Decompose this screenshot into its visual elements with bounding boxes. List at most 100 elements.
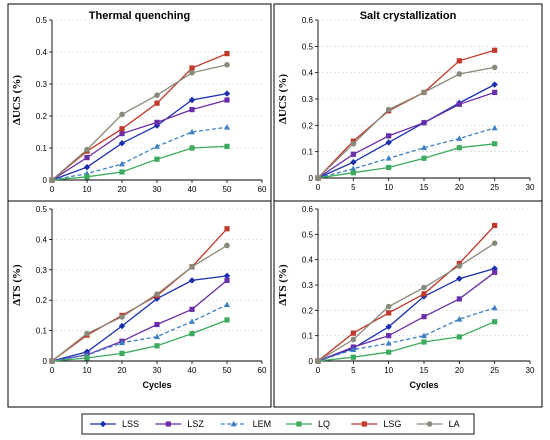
data-point-la [491, 240, 498, 246]
panel-title: Salt crystallization [360, 10, 457, 22]
series-line-la [317, 242, 496, 362]
data-point-lem [224, 124, 230, 130]
legend-marker-lsz [165, 421, 171, 427]
data-point-lsg [224, 226, 230, 232]
x-tick-label: 50 [223, 366, 232, 375]
data-point-lem [224, 301, 230, 308]
data-point-lem [385, 155, 392, 161]
data-point-lq [456, 145, 462, 151]
data-point-lem [421, 144, 427, 151]
series-line-lsz [317, 271, 496, 362]
data-point-la [154, 291, 160, 297]
series-line-lq [317, 143, 495, 179]
x-tick-label: 0 [50, 366, 55, 375]
y-tick-label: 0.3 [36, 80, 48, 89]
x-tick-label: 60 [258, 185, 267, 194]
x-tick-label: 5 [351, 366, 356, 375]
data-point-lq [386, 164, 392, 171]
x-tick-label: 25 [490, 183, 499, 192]
data-point-lq [492, 141, 498, 147]
data-point-lsg [492, 47, 498, 53]
y-tick-label: 0.4 [36, 235, 48, 244]
data-point-lq [84, 174, 90, 180]
data-point-lq [350, 170, 356, 176]
data-point-lq [154, 343, 160, 349]
y-tick-label: 0.3 [302, 95, 314, 104]
legend-label-lsz: LSZ [187, 419, 204, 429]
data-point-lsz [456, 101, 462, 107]
x-tick-label: 15 [420, 183, 429, 192]
data-point-lss [118, 322, 126, 330]
data-point-lq [224, 143, 230, 149]
data-point-lsg [350, 330, 356, 336]
data-point-la [315, 175, 321, 181]
data-point-la [421, 89, 427, 96]
series-line-lsg [51, 52, 228, 181]
data-point-lem [154, 333, 160, 340]
data-point-la [421, 284, 427, 291]
panel-frame [273, 200, 543, 408]
x-tick-label: 15 [420, 366, 429, 375]
y-tick-label: 0.4 [302, 256, 314, 265]
y-tick-label: 0.5 [302, 230, 314, 239]
series-line-lem [51, 304, 228, 362]
y-axis-label: ΔTS (%) [277, 264, 289, 306]
x-tick-label: 50 [223, 185, 232, 194]
y-tick-label: 0.6 [302, 16, 314, 25]
x-tick-label: 0 [316, 366, 321, 375]
data-point-lq [456, 334, 462, 340]
legend-label-lq: LQ [318, 419, 330, 429]
data-point-lsz [421, 120, 427, 126]
y-tick-label: 0.2 [302, 306, 314, 315]
data-point-lss [223, 272, 231, 280]
data-point-lss [118, 140, 126, 147]
data-point-lq [421, 155, 427, 161]
data-point-lq [84, 355, 90, 361]
series-line-lq [317, 321, 495, 362]
data-point-la [385, 106, 392, 113]
data-point-la [49, 358, 55, 364]
data-point-lsz [189, 107, 195, 113]
data-point-lsz [224, 277, 230, 284]
x-tick-label: 20 [118, 185, 127, 194]
x-tick-label: 5 [351, 183, 356, 192]
data-point-lsz [386, 333, 392, 339]
y-tick-label: 0.2 [36, 296, 48, 305]
data-point-lq [350, 354, 356, 360]
y-tick-label: 0.5 [36, 16, 48, 25]
data-point-lq [492, 319, 498, 325]
data-point-la [456, 71, 463, 77]
y-axis-label: ΔUCS (%) [277, 74, 289, 124]
y-tick-label: 0.3 [36, 266, 48, 275]
y-tick-label: 0.5 [36, 205, 48, 214]
data-point-lem [189, 318, 195, 324]
data-point-lsz [492, 89, 498, 96]
y-tick-label: 0.2 [302, 121, 314, 130]
data-point-lsz [492, 269, 498, 275]
y-tick-label: 0.1 [36, 327, 48, 336]
data-point-lsg [421, 291, 427, 297]
data-point-lsz [456, 296, 462, 302]
series-line-lq [51, 145, 228, 181]
data-point-lq [189, 331, 195, 337]
x-tick-label: 10 [384, 183, 393, 192]
data-point-lq [154, 156, 160, 162]
x-tick-label: 20 [455, 366, 464, 375]
legend-entry-lem: LEM [220, 419, 271, 429]
chart-panel-4: 0 0.1 0.2 0.3 0.4 0.5 0.6 0 5 10 15 20 25 30 ΔTS (%) Cy… [273, 200, 543, 408]
data-point-lq [119, 169, 125, 175]
data-point-lsg [119, 126, 125, 132]
series-la [315, 64, 498, 181]
data-point-lsz [154, 119, 160, 125]
data-point-lss [153, 122, 161, 129]
data-point-la [315, 358, 321, 364]
data-point-la [84, 146, 90, 153]
y-axis-label: ΔUCS (%) [11, 75, 23, 125]
data-point-lsz [84, 155, 90, 161]
data-point-lsg [456, 58, 462, 64]
y-tick-label: 0.3 [302, 281, 314, 290]
data-point-lem [456, 316, 463, 322]
x-tick-label: 10 [83, 185, 92, 194]
series-la [49, 242, 230, 364]
data-point-la [84, 330, 90, 337]
